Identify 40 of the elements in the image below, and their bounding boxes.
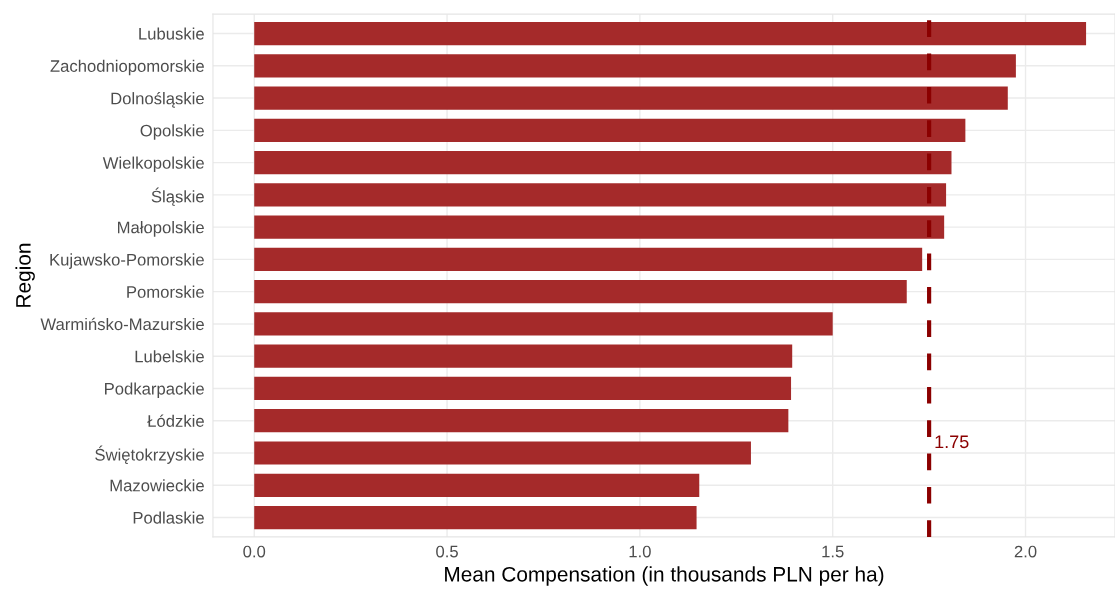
- y-tick-label: Pomorskie: [127, 285, 204, 298]
- bar: [254, 409, 789, 433]
- y-tick-label: Mazowieckie: [110, 479, 204, 492]
- x-tick-label: 1.0: [629, 545, 651, 558]
- x-tick-label: 0.5: [436, 545, 458, 558]
- y-tick-label: Śląskie: [151, 187, 204, 206]
- y-tick-label: Podkarpackie: [105, 382, 204, 398]
- x-tick-label: 0.0: [243, 545, 266, 558]
- y-tick-label: Świętokrzyskie: [95, 445, 204, 464]
- y-tick-label: Opolskie: [140, 124, 204, 140]
- y-tick-label: Podlaskie: [133, 511, 204, 524]
- bar: [254, 247, 923, 272]
- y-tick-label: Dolnośląskie: [111, 91, 204, 108]
- bar: [254, 183, 947, 207]
- x-tick-label: 1.5: [822, 545, 844, 558]
- y-tick-label: Kujawsko-Pomorskie: [50, 253, 204, 269]
- y-tick-label: Lubelskie: [135, 350, 204, 363]
- bar: [254, 54, 1016, 78]
- bar: [254, 150, 952, 175]
- bar: [254, 280, 907, 304]
- x-tick-label: 2.0: [1014, 545, 1037, 558]
- y-tick-label: Wielkopolskie: [102, 156, 204, 173]
- bar: [254, 376, 792, 401]
- bar: [254, 344, 793, 368]
- bar: [254, 473, 700, 497]
- ref-line-label: 1.75: [935, 435, 969, 449]
- bar: [254, 118, 966, 142]
- bar: [254, 441, 751, 465]
- x-axis-title: Mean Compensation (in thousands PLN per ha): [445, 566, 884, 586]
- bar: [254, 505, 697, 530]
- bar: [254, 86, 1008, 110]
- y-tick-label: Warmińsko-Mazurskie: [40, 317, 204, 331]
- y-tick-label: Małopolskie: [118, 221, 204, 237]
- y-axis-title: Region: [15, 243, 35, 307]
- y-tick-label: Zachodniopomorskie: [50, 59, 204, 76]
- bar: [254, 312, 833, 336]
- y-tick-label: Lubuskie: [139, 27, 204, 40]
- y-tick-label: Łódzkie: [147, 414, 204, 427]
- bar: [254, 21, 1087, 46]
- bar: [254, 215, 945, 239]
